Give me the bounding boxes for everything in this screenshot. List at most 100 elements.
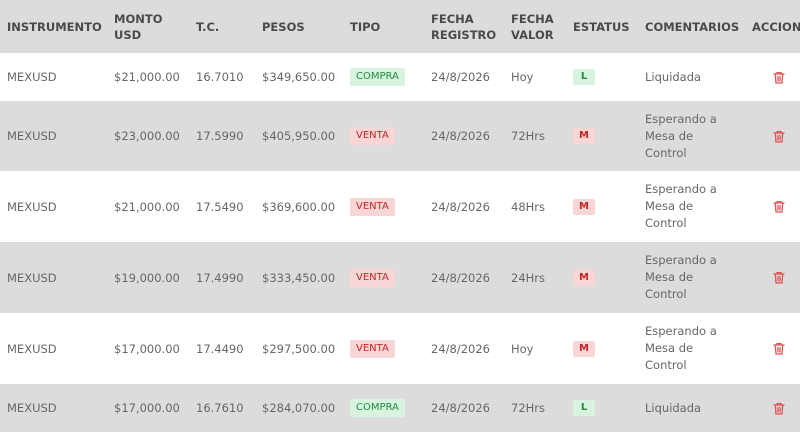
cell-acciones — [773, 242, 785, 313]
trash-icon — [773, 271, 785, 284]
cell-comentarios: Liquidada — [645, 400, 702, 415]
cell-fecha-valor: 48Hrs — [511, 199, 546, 214]
cell-instrumento: MEXUSD — [7, 270, 57, 285]
cell-fecha-valor: 72Hrs — [511, 401, 546, 415]
cell-comentarios: Liquidada — [645, 69, 702, 84]
tipo-badge: VENTA — [350, 268, 395, 287]
delete-button[interactable] — [773, 402, 785, 415]
cell-monto-usd: $21,000.00 — [114, 199, 180, 214]
table-body: MEXUSD $21,000.00 16.7010 $349,650.00 COMPRA… — [0, 53, 800, 432]
cell-fecha-valor: Hoy — [511, 341, 534, 356]
delete-button[interactable] — [773, 342, 785, 355]
cell-instrumento: MEXUSD — [7, 341, 57, 356]
cell-comentarios: Esperando a Mesa de Control — [645, 253, 717, 301]
cell-pesos: $369,600.00 — [262, 199, 336, 214]
cell-instrumento: MEXUSD — [7, 129, 57, 143]
cell-monto-usd: $19,000.00 — [114, 270, 180, 285]
cell-acciones — [773, 171, 785, 242]
cell-estatus: M — [573, 242, 595, 313]
header-tc: T.C. — [196, 19, 220, 34]
cell-estatus: M — [573, 171, 595, 242]
trash-icon — [773, 200, 785, 213]
cell-fecha-registro: 24/8/2026 — [431, 270, 490, 285]
cell-monto-usd: $21,000.00 — [114, 70, 180, 84]
cell-fecha-valor: 24Hrs — [511, 270, 546, 285]
tipo-badge: VENTA — [350, 197, 395, 216]
cell-pesos: $405,950.00 — [262, 129, 336, 143]
cell-monto-usd: $17,000.00 — [114, 401, 180, 415]
table-row: MEXUSD $17,000.00 17.4490 $297,500.00 VENTA 2… — [0, 313, 800, 384]
cell-estatus: M — [573, 313, 595, 384]
status-badge: M — [573, 198, 595, 215]
cell-fecha-registro: 24/8/2026 — [431, 401, 490, 415]
status-badge: M — [573, 128, 595, 144]
header-estatus: ESTATUS — [573, 19, 630, 34]
trash-icon — [773, 342, 785, 355]
cell-fecha-registro: 24/8/2026 — [431, 70, 490, 84]
delete-button[interactable] — [773, 271, 785, 284]
table-row: MEXUSD $19,000.00 17.4990 $333,450.00 VENTA 2… — [0, 242, 800, 313]
cell-pesos: $349,650.00 — [262, 70, 336, 84]
cell-acciones — [773, 313, 785, 384]
trash-icon — [773, 71, 785, 84]
cell-acciones — [773, 384, 785, 432]
cell-tc: 17.4490 — [196, 341, 244, 356]
cell-estatus: L — [573, 384, 595, 432]
status-badge: M — [573, 340, 595, 357]
cell-tipo: VENTA — [350, 171, 395, 242]
delete-button[interactable] — [773, 200, 785, 213]
cell-tipo: COMPRA — [350, 53, 405, 101]
cell-tipo: VENTA — [350, 242, 395, 313]
cell-fecha-registro: 24/8/2026 — [431, 199, 490, 214]
cell-tc: 16.7610 — [196, 401, 244, 415]
header-fecha-registro: FECHA REGISTRO — [431, 11, 497, 42]
header-fecha-valor: FECHA VALOR — [511, 11, 554, 42]
cell-acciones — [773, 53, 785, 101]
table-row: MEXUSD $23,000.00 17.5990 $405,950.00 VENTA 2… — [0, 101, 800, 171]
delete-button[interactable] — [773, 130, 785, 143]
trash-icon — [773, 130, 785, 143]
cell-tipo: COMPRA — [350, 384, 405, 432]
header-monto-usd: MONTO USD — [114, 11, 163, 42]
table-header: INSTRUMENTO MONTO USD T.C. PESOS TIPO FE… — [0, 0, 800, 53]
delete-button[interactable] — [773, 71, 785, 84]
header-pesos: PESOS — [262, 19, 305, 34]
cell-comentarios: Esperando a Mesa de Control — [645, 111, 717, 160]
table-row: MEXUSD $17,000.00 16.7610 $284,070.00 COMPRA… — [0, 384, 800, 432]
cell-tc: 17.5490 — [196, 199, 244, 214]
cell-monto-usd: $17,000.00 — [114, 341, 180, 356]
header-tipo: TIPO — [350, 19, 381, 34]
tipo-badge: VENTA — [350, 127, 395, 145]
cell-pesos: $284,070.00 — [262, 401, 336, 415]
header-comentarios: COMENTARIOS — [645, 19, 740, 34]
cell-fecha-registro: 24/8/2026 — [431, 129, 490, 143]
cell-tc: 17.4990 — [196, 270, 244, 285]
cell-instrumento: MEXUSD — [7, 199, 57, 214]
cell-tc: 17.5990 — [196, 129, 244, 143]
cell-instrumento: MEXUSD — [7, 70, 57, 84]
header-instrumento: INSTRUMENTO — [7, 19, 102, 34]
cell-monto-usd: $23,000.00 — [114, 129, 180, 143]
cell-pesos: $333,450.00 — [262, 270, 336, 285]
status-badge: L — [573, 69, 595, 85]
cell-instrumento: MEXUSD — [7, 401, 57, 415]
tipo-badge: COMPRA — [350, 399, 405, 417]
trash-icon — [773, 402, 785, 415]
cell-acciones — [773, 101, 785, 171]
table-row: MEXUSD $21,000.00 16.7010 $349,650.00 COMPRA… — [0, 53, 800, 101]
cell-fecha-valor: 72Hrs — [511, 129, 546, 143]
header-acciones: ACCIONES — [752, 19, 800, 34]
tipo-badge: COMPRA — [350, 68, 405, 86]
cell-fecha-registro: 24/8/2026 — [431, 341, 490, 356]
cell-comentarios: Esperando a Mesa de Control — [645, 324, 717, 372]
cell-tipo: VENTA — [350, 313, 395, 384]
tipo-badge: VENTA — [350, 339, 395, 358]
cell-comentarios: Esperando a Mesa de Control — [645, 182, 717, 230]
status-badge: L — [573, 400, 595, 416]
cell-estatus: L — [573, 53, 595, 101]
cell-fecha-valor: Hoy — [511, 70, 534, 84]
cell-tc: 16.7010 — [196, 70, 244, 84]
cell-pesos: $297,500.00 — [262, 341, 336, 356]
table-row: MEXUSD $21,000.00 17.5490 $369,600.00 VENTA 2… — [0, 171, 800, 242]
